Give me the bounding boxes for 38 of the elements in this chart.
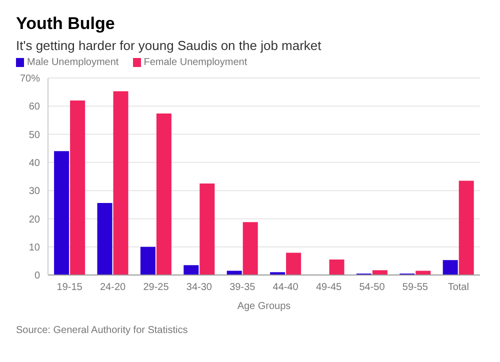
bar (458, 180, 474, 275)
bar (113, 91, 128, 275)
bar (200, 184, 215, 275)
y-tick-label: 50 (28, 130, 40, 141)
bar (286, 252, 302, 275)
x-tick-label: 44-40 (272, 282, 299, 294)
x-tick-label: 59-55 (402, 282, 428, 294)
bar (140, 246, 156, 275)
y-tick-label: 60 (28, 102, 40, 113)
bar (184, 265, 199, 275)
x-axis-title: Age Groups (237, 301, 291, 312)
x-tick-label: 29-25 (143, 282, 170, 294)
bar (329, 260, 344, 275)
x-tick-label: Total (448, 282, 469, 294)
y-tick-label: 40 (28, 158, 40, 169)
x-tick-label: 24-20 (100, 282, 126, 294)
chart-subtitle: It's getting harder for young Saudis on the job market (16, 38, 322, 53)
x-tick-label: 39-35 (230, 282, 256, 294)
bar (442, 260, 458, 275)
y-tick-label: 10 (28, 242, 40, 254)
bar (70, 100, 86, 275)
bar (372, 270, 388, 275)
x-tick-label: 34-30 (186, 282, 212, 294)
y-tick-label: 0 (34, 270, 40, 282)
bar (97, 202, 112, 275)
x-tick-label: 19-15 (56, 282, 83, 294)
chart-title: Youth Bulge (16, 14, 116, 34)
y-tick-label: 70% (20, 74, 40, 85)
y-tick-label: 20 (28, 214, 40, 226)
legend-label: Female Unemployment (142, 57, 248, 68)
bar (54, 151, 70, 275)
bar (242, 222, 258, 275)
source-note: Source: General Authority for Statistics (16, 325, 189, 336)
x-tick-label: 54-50 (359, 282, 386, 294)
bar (156, 113, 172, 275)
legend-label: Male Unemployment (26, 57, 119, 68)
y-tick-label: 30 (28, 186, 40, 198)
x-tick-label: 49-45 (316, 282, 342, 294)
